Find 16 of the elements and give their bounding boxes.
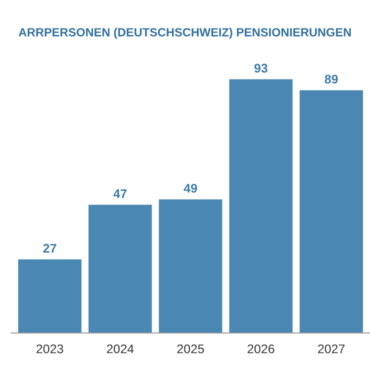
data-label: 27 [43, 244, 56, 253]
data-label: 89 [324, 74, 338, 84]
bar [88, 204, 152, 333]
x-tick-label: 2024 [106, 344, 134, 354]
chart-title: ARRPERSONEN (DEUTSCHSCHWEIZ) PENSIONIERUNGEN [18, 28, 351, 39]
bar [229, 79, 293, 333]
bar [18, 259, 82, 333]
bar [158, 199, 222, 333]
x-tick-label: 2027 [318, 344, 345, 354]
x-tick-label: 2023 [36, 344, 64, 354]
x-tick-label: 2026 [248, 344, 274, 354]
bar [300, 90, 363, 333]
data-label: 93 [254, 64, 268, 73]
x-tick-label: 2025 [177, 344, 204, 354]
data-label: 47 [113, 189, 127, 198]
data-label: 49 [184, 184, 198, 193]
